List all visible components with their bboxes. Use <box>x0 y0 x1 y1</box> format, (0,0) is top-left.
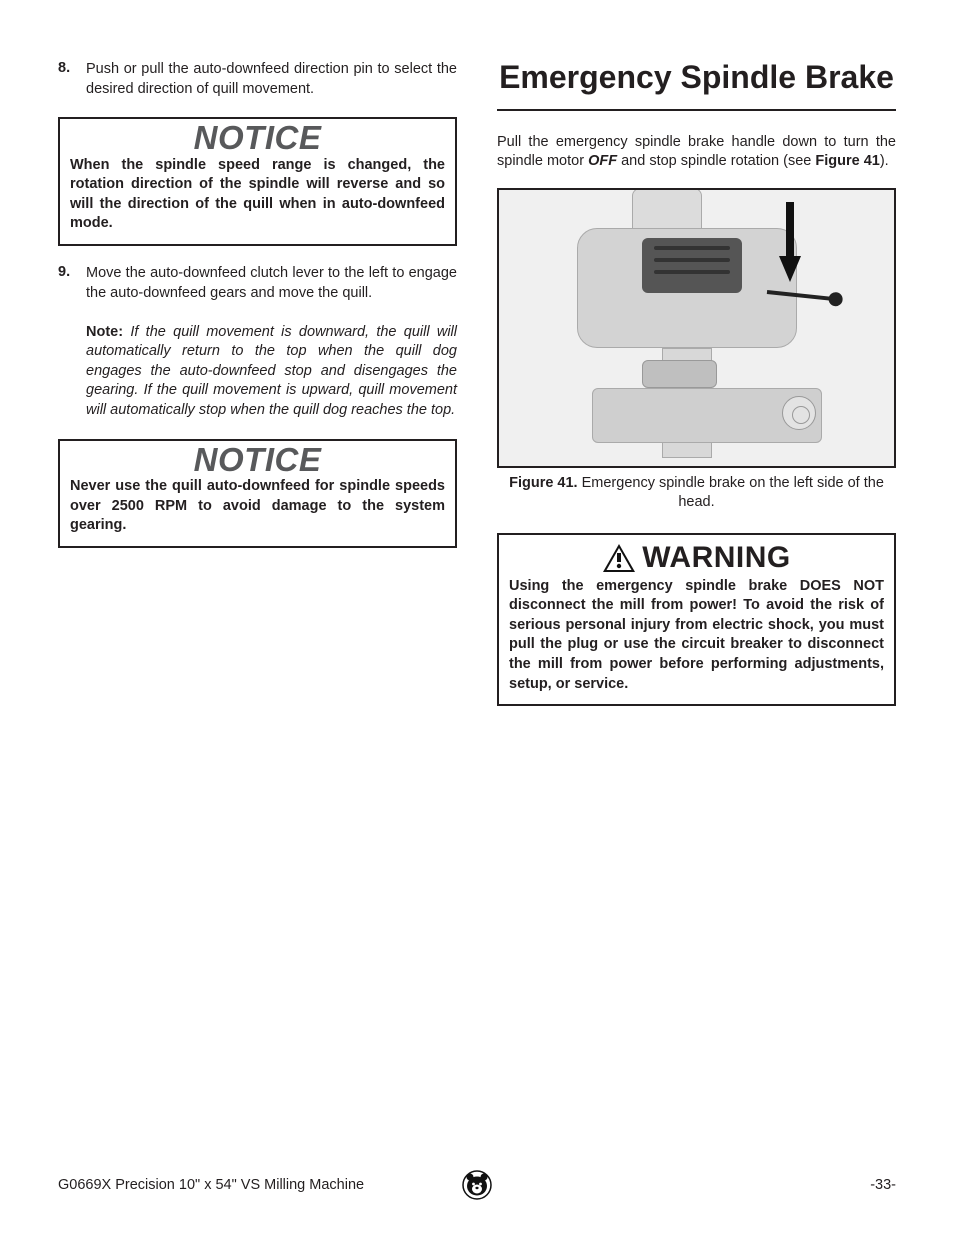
warning-body: Using the emergency spindle brake DOES N… <box>509 577 884 694</box>
step-8: 8. Push or pull the auto-downfeed direct… <box>58 60 457 99</box>
notice-body: Never use the quill auto-downfeed for sp… <box>70 477 445 536</box>
para-mid: and stop spindle rotation (see <box>617 153 815 169</box>
page-footer: G0669X Precision 10" x 54" VS Milling Ma… <box>58 1177 896 1193</box>
left-column: 8. Push or pull the auto-downfeed direct… <box>58 60 457 706</box>
warning-triangle-icon <box>602 543 636 573</box>
note-body: If the quill movement is downward, the q… <box>86 324 457 418</box>
section-title: Emergency Spindle Brake <box>497 60 896 111</box>
notice-title: NOTICE <box>70 121 445 156</box>
page-number: -33- <box>870 1177 896 1193</box>
intro-paragraph: Pull the emergency spindle brake handle … <box>497 133 896 172</box>
notice-box-2: NOTICE Never use the quill auto-downfeed… <box>58 439 457 548</box>
figure-41-image <box>497 188 896 468</box>
warning-title: WARNING <box>642 541 791 575</box>
figure-ref: Figure 41 <box>815 153 879 169</box>
para-off: OFF <box>588 153 617 169</box>
step-number: 9. <box>58 264 86 421</box>
step-text: Push or pull the auto-downfeed direction… <box>86 60 457 99</box>
machine-illustration <box>537 198 857 458</box>
note-label: Note: <box>86 324 123 340</box>
warning-header: WARNING <box>509 541 884 575</box>
warning-box: WARNING Using the emergency spindle brak… <box>497 533 896 706</box>
step-9-text: Move the auto-downfeed clutch lever to t… <box>86 265 457 301</box>
figure-caption: Figure 41. Emergency spindle brake on th… <box>497 474 896 513</box>
step-number: 8. <box>58 60 86 99</box>
para-post: ). <box>880 153 889 169</box>
bear-logo-icon <box>462 1170 492 1200</box>
figure-label: Figure 41. <box>509 475 578 491</box>
arrow-down-icon <box>779 202 801 282</box>
figure-caption-text: Emergency spindle brake on the left side… <box>578 475 884 511</box>
right-column: Emergency Spindle Brake Pull the emergen… <box>497 60 896 706</box>
notice-body: When the spindle speed range is changed,… <box>70 156 445 234</box>
notice-title: NOTICE <box>70 443 445 478</box>
notice-box-1: NOTICE When the spindle speed range is c… <box>58 117 457 246</box>
step-9: 9. Move the auto-downfeed clutch lever t… <box>58 264 457 421</box>
step-text: Move the auto-downfeed clutch lever to t… <box>86 264 457 421</box>
